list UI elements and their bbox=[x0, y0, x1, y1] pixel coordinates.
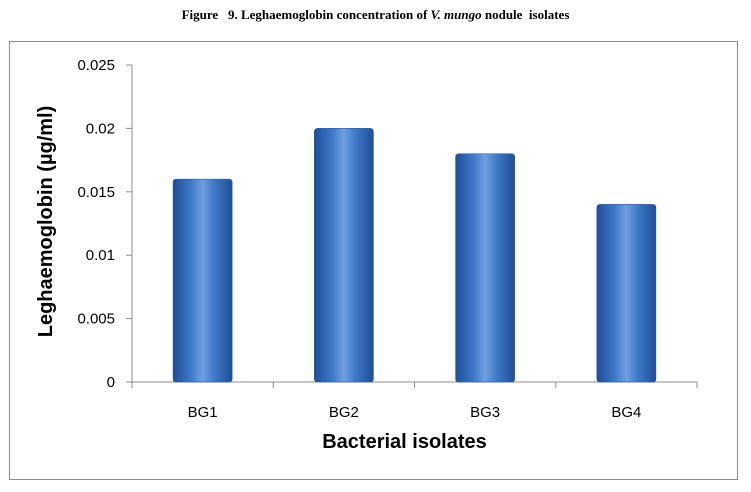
caption-prefix: Figure 9. Leghaemoglobin concentration o… bbox=[181, 7, 431, 22]
chart-labels: 0 0.005 0.01 0.015 0.02 0.025 BG1 BG2 BG3 BG4 Bact… bbox=[35, 57, 641, 453]
caption-suffix: nodule isolates bbox=[481, 7, 570, 22]
y-tick-label: 0.02 bbox=[86, 120, 115, 137]
y-tick-label: 0.005 bbox=[77, 311, 115, 328]
y-tick-label: 0 bbox=[107, 374, 115, 391]
bar-bg3 bbox=[455, 153, 515, 383]
chart-bars bbox=[172, 128, 657, 383]
bar-bg1 bbox=[172, 178, 233, 383]
y-tick-label: 0.01 bbox=[86, 247, 115, 264]
x-tick-label: BG2 bbox=[329, 404, 359, 421]
x-tick-label: BG1 bbox=[188, 404, 218, 421]
caption-species: V. mungo bbox=[430, 7, 482, 22]
bar-bg4 bbox=[596, 204, 657, 383]
x-tick-label: BG3 bbox=[470, 404, 500, 421]
x-axis-title: Bacterial isolates bbox=[322, 431, 487, 453]
x-tick-label: BG4 bbox=[611, 404, 641, 421]
y-axis-title: Leghaemoglobin (µg/ml) bbox=[35, 106, 57, 338]
y-tick-label: 0.015 bbox=[77, 184, 115, 201]
y-tick-label: 0.025 bbox=[77, 57, 115, 74]
figure-caption: Figure 9. Leghaemoglobin concentration o… bbox=[0, 7, 751, 23]
bar-bg2 bbox=[314, 128, 374, 383]
